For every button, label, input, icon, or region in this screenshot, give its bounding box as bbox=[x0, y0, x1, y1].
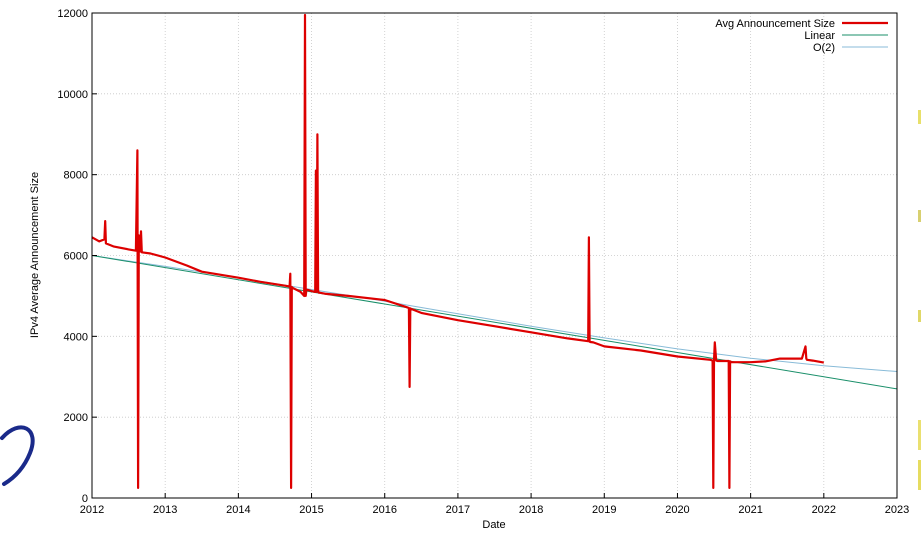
legend: Avg Announcement Size Linear O(2) bbox=[715, 18, 888, 54]
x-tick-label: 2013 bbox=[153, 504, 177, 516]
legend-label-o2: O(2) bbox=[813, 42, 835, 54]
y-tick-label: 6000 bbox=[64, 251, 88, 263]
series-layer bbox=[91, 13, 898, 489]
x-tick-label: 2015 bbox=[299, 504, 323, 516]
legend-label-linear: Linear bbox=[804, 30, 835, 42]
x-tick-label: 2017 bbox=[446, 504, 470, 516]
y-tick-label: 12000 bbox=[57, 8, 88, 20]
decorative-side-strip bbox=[918, 110, 921, 490]
x-tick-label: 2020 bbox=[665, 504, 689, 516]
x-tick-label: 2012 bbox=[80, 504, 104, 516]
x-tick-label: 2016 bbox=[372, 504, 396, 516]
series-avg-announcement-size bbox=[91, 13, 824, 489]
tick-labels: 2012 2013 2014 2015 2016 2017 2018 2019 2020 2021… bbox=[57, 8, 909, 516]
y-tick-label: 4000 bbox=[64, 331, 88, 343]
y-tick-label: 2000 bbox=[64, 412, 88, 424]
x-axis-title: Date bbox=[482, 519, 505, 531]
x-tick-label: 2023 bbox=[885, 504, 909, 516]
decorative-swoosh bbox=[0, 425, 35, 486]
y-axis-title: IPv4 Average Announcement Size bbox=[29, 172, 41, 338]
x-tick-label: 2014 bbox=[226, 504, 250, 516]
series-linear bbox=[91, 255, 898, 390]
x-tick-label: 2019 bbox=[592, 504, 616, 516]
x-tick-label: 2022 bbox=[812, 504, 836, 516]
x-tick-label: 2018 bbox=[519, 504, 543, 516]
y-tick-label: 10000 bbox=[57, 89, 88, 101]
y-tick-label: 8000 bbox=[64, 170, 88, 182]
legend-label-avg: Avg Announcement Size bbox=[715, 18, 835, 30]
y-tick-label: 0 bbox=[82, 493, 88, 505]
x-tick-label: 2021 bbox=[738, 504, 762, 516]
grid-lines bbox=[92, 13, 897, 498]
